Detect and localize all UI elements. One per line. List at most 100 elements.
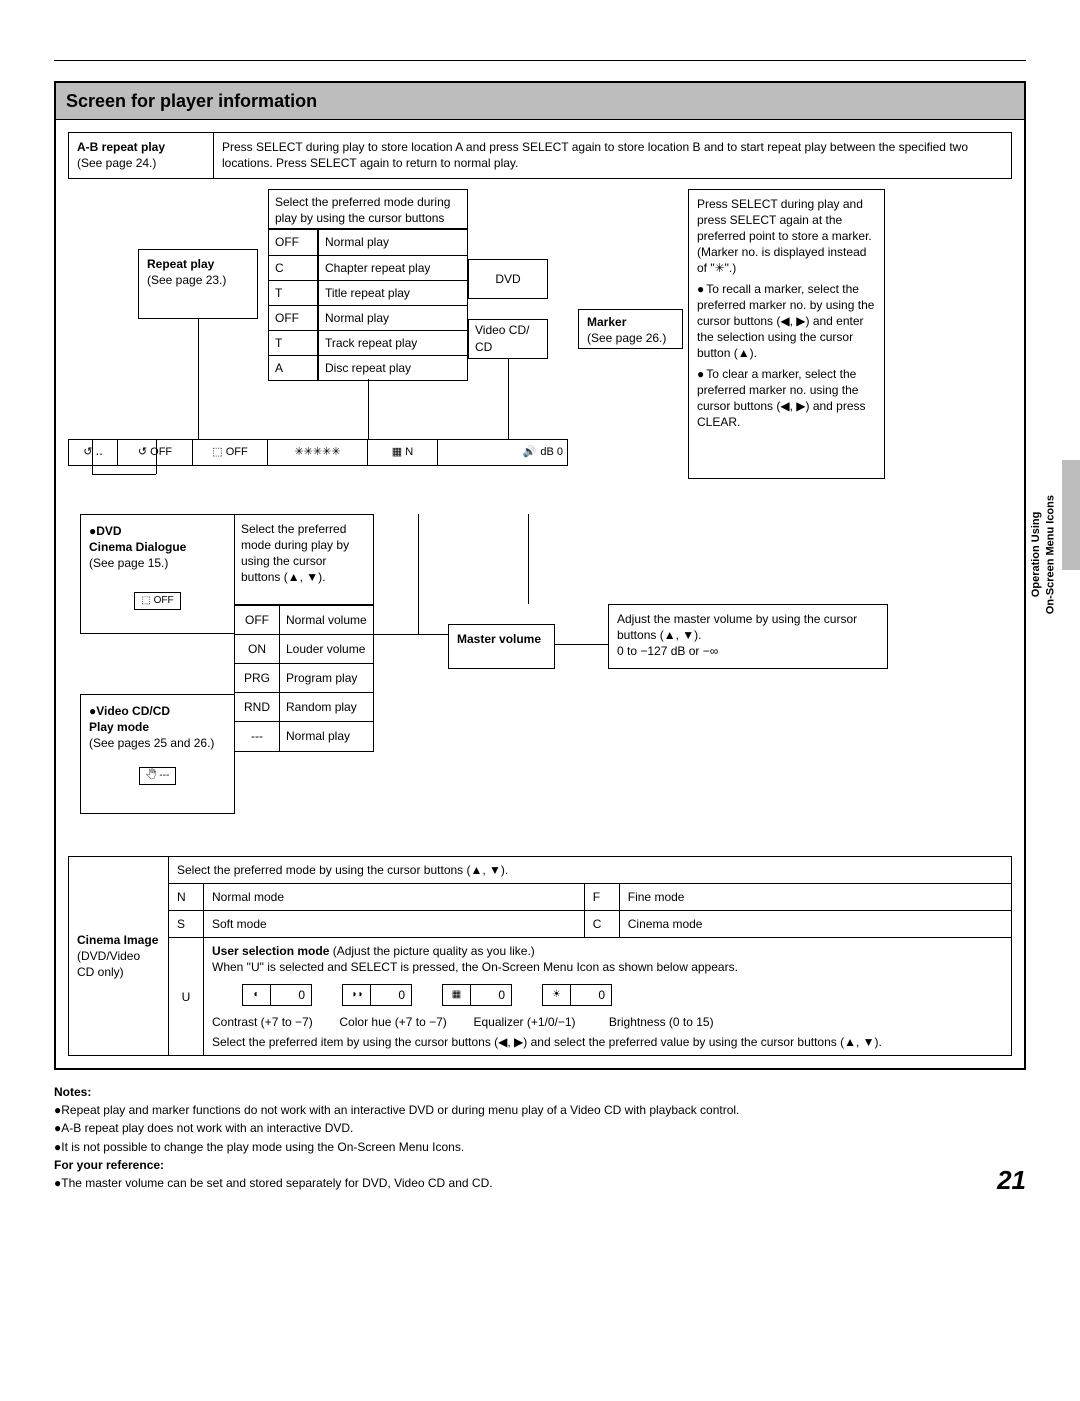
u-key: U <box>169 938 204 1056</box>
line <box>92 474 156 475</box>
rk5: A <box>269 355 317 380</box>
marker-text: Press SELECT during play and press SELEC… <box>688 189 885 479</box>
rk3: OFF <box>269 305 317 330</box>
strip-cinema: ▦ N <box>368 439 438 466</box>
dvd-ref: (See page 15.) <box>89 556 168 570</box>
n2: A-B repeat play does not work with an in… <box>61 1121 353 1135</box>
ab-repeat-box: A-B repeat play (See page 24.) Press SEL… <box>68 132 1012 178</box>
strip-c3: ⬚ OFF <box>193 439 268 466</box>
rk2: T <box>269 280 317 305</box>
n4: The master volume can be set and stored … <box>61 1176 492 1190</box>
cv1: Soft mode <box>204 911 585 938</box>
u-desc: (Adjust the picture quality as you like.… <box>329 944 534 958</box>
repeat-intro: Select the preferred mode during play by… <box>268 189 468 229</box>
repeat-keys: OFF C T OFF T A <box>268 229 318 381</box>
u-icon-1: ◑◑0 <box>342 984 412 1006</box>
vcd-play-box: ●Video CD/CD Play mode (See pages 25 and… <box>80 694 235 814</box>
vcd-ref: (See pages 25 and 26.) <box>89 736 214 750</box>
cov1: Louder volume <box>280 635 373 663</box>
u-icon-2: ▦0 <box>442 984 512 1006</box>
vcd-label: Video CD/ CD <box>468 319 548 359</box>
vcd-icon: 🖑 --- <box>139 767 177 785</box>
notes-block: Notes: ●Repeat play and marker functions… <box>54 1084 1026 1191</box>
ck0b: F <box>584 883 619 910</box>
cin-intro: Select the preferred mode by using the c… <box>169 856 1012 883</box>
ref-title: For your reference: <box>54 1157 1026 1173</box>
strip-vol: 🔊 dB 0 <box>438 439 568 466</box>
cok4: --- <box>235 722 280 750</box>
ck1b: C <box>584 911 619 938</box>
cin-sub: (DVD/Video CD only) <box>77 949 140 979</box>
strip-repeat: ↺ OFF <box>118 439 193 466</box>
u-title: User selection mode <box>212 944 329 958</box>
side-gray-bar <box>1062 460 1080 570</box>
lbl-hue: Color hue (+7 to −7) <box>339 1014 446 1030</box>
cv0b: Fine mode <box>619 883 1011 910</box>
cok1: ON <box>235 635 280 663</box>
rv4: Track repeat play <box>319 330 467 355</box>
line <box>508 359 509 439</box>
dvd-sub: Cinema Dialogue <box>89 540 186 554</box>
cd-opts-hdr: Select the preferred mode during play by… <box>235 515 373 605</box>
line <box>198 319 199 439</box>
ab-desc: Press SELECT during play to store locati… <box>214 133 1011 177</box>
u-icon-3: ☀0 <box>542 984 612 1006</box>
eq-icon: ▦ <box>443 985 471 1005</box>
section-title: Screen for player information <box>56 83 1024 120</box>
ck0: N <box>169 883 204 910</box>
vcd-sub: Play mode <box>89 720 149 734</box>
rk4: T <box>269 330 317 355</box>
repeat-marker-area: Repeat play (See page 23.) Select the pr… <box>68 189 1012 504</box>
u-foot: Select the preferred item by using the c… <box>212 1034 1003 1050</box>
rv1: Chapter repeat play <box>319 255 467 280</box>
marker-b1: To recall a marker, select the preferred… <box>697 281 876 362</box>
page-number: 21 <box>997 1163 1026 1198</box>
ck1: S <box>169 911 204 938</box>
repeat-vals: Normal play Chapter repeat play Title re… <box>318 229 468 381</box>
lbl-bright: Brightness (0 to 15) <box>609 1014 714 1030</box>
marker-b2: To clear a marker, select the preferred … <box>697 366 876 431</box>
cov2: Program play <box>280 664 373 692</box>
line <box>368 379 369 439</box>
cov0: Normal volume <box>280 606 373 634</box>
ab-title: A-B repeat play <box>77 140 165 154</box>
lbl-eq: Equalizer (+1/0/−1) <box>473 1014 575 1030</box>
cok0: OFF <box>235 606 280 634</box>
marker-label: Marker (See page 26.) <box>578 309 683 349</box>
dvd-label: DVD <box>468 259 548 299</box>
cok2: PRG <box>235 664 280 692</box>
master-text: Adjust the master volume by using the cu… <box>608 604 888 669</box>
cinema-table: Cinema Image (DVD/Video CD only) Select … <box>68 856 1012 1056</box>
u-labels: Contrast (+7 to −7) Color hue (+7 to −7)… <box>212 1014 1003 1030</box>
hue-icon: ◑◑ <box>343 985 371 1005</box>
marker-title: Marker <box>587 315 626 329</box>
cov4: Normal play <box>280 722 373 750</box>
u-icon-0: ◐0 <box>242 984 312 1006</box>
u-icons-row: ◐0 ◑◑0 ▦0 ☀0 <box>242 984 1003 1006</box>
strip-marker: ✳✳✳✳✳ <box>268 439 368 466</box>
dvd-icon: ⬚ OFF <box>134 592 180 610</box>
icon-strip: ↺ ‥ ↺ OFF ⬚ OFF ✳✳✳✳✳ ▦ N 🔊 dB 0 <box>68 439 568 466</box>
lbl-contrast: Contrast (+7 to −7) <box>212 1014 313 1030</box>
rk1: C <box>269 255 317 280</box>
line <box>554 644 609 645</box>
lower-area: ●DVD Cinema Dialogue (See page 15.) ⬚ OF… <box>68 514 1012 844</box>
contrast-icon: ◐ <box>243 985 271 1005</box>
notes-title: Notes: <box>54 1084 1026 1100</box>
cv1b: Cinema mode <box>619 911 1011 938</box>
cd-opts-table: Select the preferred mode during play by… <box>234 514 374 752</box>
marker-desc: Press SELECT during play and press SELEC… <box>697 197 872 276</box>
dvd-dialogue-box: ●DVD Cinema Dialogue (See page 15.) ⬚ OF… <box>80 514 235 634</box>
rv3: Normal play <box>319 305 467 330</box>
rv0: Normal play <box>319 230 467 255</box>
bright-icon: ☀ <box>543 985 571 1005</box>
repeat-ref: (See page 23.) <box>147 273 226 287</box>
vcd-t: Video CD/CD <box>96 704 170 718</box>
marker-ref: (See page 26.) <box>587 331 666 345</box>
side-tab-label: Operation Using On-Screen Menu Icons <box>1029 495 1058 614</box>
repeat-title: Repeat play <box>147 257 214 271</box>
rv2: Title repeat play <box>319 280 467 305</box>
n3: It is not possible to change the play mo… <box>61 1140 464 1154</box>
cin-title: Cinema Image <box>77 933 158 947</box>
rv5: Disc repeat play <box>319 355 467 380</box>
